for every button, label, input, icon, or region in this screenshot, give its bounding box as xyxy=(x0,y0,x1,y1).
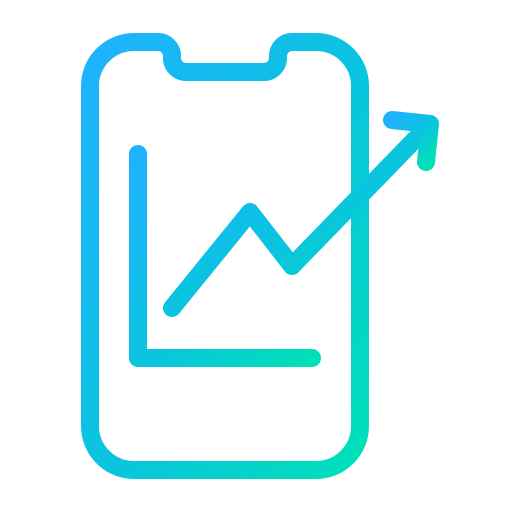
trend-line-icon xyxy=(172,124,430,308)
phone-analytics-growth-icon xyxy=(0,0,512,512)
